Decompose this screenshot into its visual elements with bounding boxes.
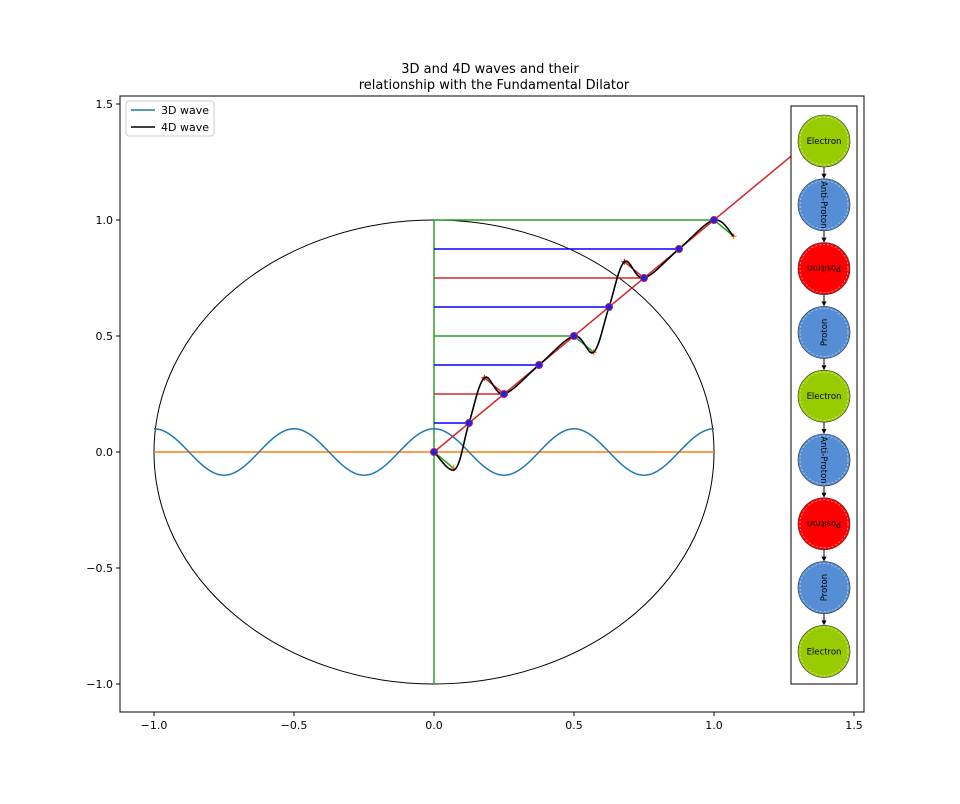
particle-node-5 — [797, 433, 851, 487]
particle-chain-inset: Electron Anti-Proton Positron Proton Electro… — [790, 105, 858, 685]
data-point-8 — [710, 216, 718, 224]
data-point-5 — [605, 303, 613, 311]
y-tick-label-3: 0.5 — [96, 330, 114, 343]
chain-arrow-3 — [821, 365, 827, 371]
x-tick-label-2: 0.0 — [425, 719, 443, 732]
data-point-0 — [430, 448, 438, 456]
chain-arrow-5 — [821, 492, 827, 498]
x-tick-label-4: 1.0 — [705, 719, 723, 732]
x-tick-label-0: −1.0 — [141, 719, 168, 732]
chain-arrow-1 — [821, 237, 827, 243]
particle-node-ring-4 — [799, 371, 849, 421]
particle-label-5: Anti-Proton — [818, 436, 828, 483]
y-tick-label-0: −1.0 — [86, 678, 113, 691]
y-tick-label-1: −0.5 — [86, 562, 113, 575]
x-tick-label-5: 1.5 — [845, 719, 863, 732]
particle-label-4: Electron — [807, 392, 842, 402]
particle-node-7 — [797, 561, 851, 614]
chain-arrow-4 — [821, 429, 827, 434]
chart-title-line-1: 3D and 4D waves and their — [401, 62, 579, 77]
particle-node-ring-6 — [799, 499, 849, 549]
particle-label-1: Anti-Proton — [818, 181, 828, 228]
y-tick-label-2: 0.0 — [96, 446, 114, 459]
data-point-7 — [675, 245, 683, 253]
chain-arrow-2 — [821, 301, 827, 307]
chain-arrow-0 — [821, 173, 827, 179]
chart-title-line-2: relationship with the Fundamental Dilato… — [359, 78, 630, 93]
x-tick-label-1: −0.5 — [281, 719, 308, 732]
legend-label-4d-wave: 4D wave — [161, 121, 209, 134]
particle-label-2: Positron — [807, 263, 841, 273]
particle-node-ring-3 — [799, 308, 849, 357]
plot-area — [153, 154, 793, 685]
data-point-3 — [535, 361, 543, 369]
particle-node-ring-0 — [799, 116, 849, 166]
chain-arrow-6 — [821, 556, 827, 562]
particle-label-0: Electron — [807, 137, 842, 147]
particle-node-0 — [797, 114, 851, 168]
data-point-4 — [570, 332, 578, 340]
particle-node-4 — [797, 369, 851, 423]
axes-frame — [119, 95, 865, 713]
particle-label-3: Proton — [820, 319, 830, 346]
legend: 3D wave 4D wave — [125, 100, 215, 137]
data-point-6 — [640, 274, 648, 282]
particle-label-8: Electron — [807, 647, 842, 657]
particle-node-2 — [797, 242, 851, 295]
particle-node-3 — [797, 306, 851, 359]
y-tick-label-4: 1.0 — [96, 214, 114, 227]
particle-node-8 — [797, 625, 851, 678]
tip-line-4 — [713, 219, 735, 237]
particle-node-ring-2 — [799, 244, 849, 293]
axis-ticks: −1.0 −0.5 0.0 0.5 1.0 1.5 −1.0 −0.5 0.0 0.5 1.0 1.5 — [86, 98, 862, 732]
particle-node-ring-8 — [799, 627, 849, 676]
chain-arrow-7 — [821, 620, 827, 626]
particle-node-ring-1 — [799, 180, 849, 230]
x-tick-label-3: 0.5 — [565, 719, 583, 732]
legend-label-3d-wave: 3D wave — [161, 104, 209, 117]
particle-label-7: Proton — [820, 574, 830, 601]
particle-label-6: Positron — [807, 518, 841, 528]
data-point-1 — [465, 419, 473, 427]
particle-node-6 — [797, 497, 851, 551]
y-tick-label-5: 1.5 — [96, 98, 114, 111]
particle-node-1 — [797, 178, 851, 232]
particle-node-ring-7 — [799, 563, 849, 612]
diagonal-line — [433, 154, 793, 453]
particle-node-ring-5 — [799, 435, 849, 485]
data-point-2 — [500, 390, 508, 398]
series-3d-wave — [153, 428, 715, 476]
